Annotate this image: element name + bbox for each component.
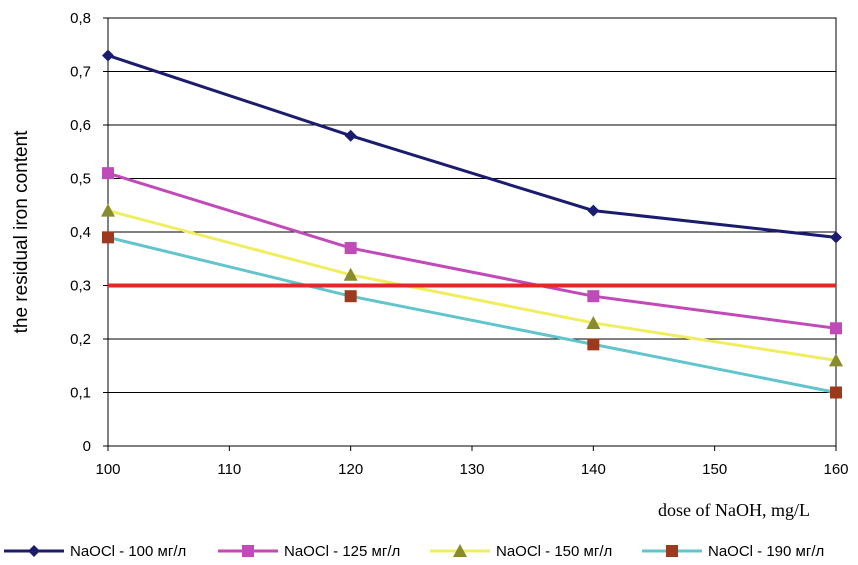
data-point-s1 — [344, 129, 357, 142]
y-axis-ticks: 0 0,1 0,2 0,3 0,4 0,5 0,6 0,7 0,8 — [70, 10, 108, 455]
data-point-s4 — [587, 338, 600, 351]
data-point-s2 — [587, 290, 600, 303]
data-point-s3 — [829, 353, 843, 367]
legend-label-4: NaOCl - 190 мг/л — [708, 543, 824, 560]
x-tick-label: 120 — [338, 461, 363, 478]
data-point-s1 — [102, 49, 114, 62]
x-tick-label: 110 — [217, 461, 241, 478]
legend-label-3: NaOCl - 150 мг/л — [496, 543, 612, 560]
x-tick-label: 160 — [823, 461, 848, 478]
data-point-s1 — [830, 231, 842, 244]
data-point-s4 — [102, 231, 114, 244]
data-point-s2 — [102, 167, 114, 180]
legend-label-1: NaOCl - 100 мг/л — [70, 543, 186, 560]
x-tick-label: 150 — [702, 461, 727, 478]
y-tick-label: 0,3 — [70, 278, 91, 295]
x-tick-label: 130 — [459, 461, 484, 478]
data-point-s2 — [830, 322, 842, 335]
x-tick-label: 140 — [581, 461, 606, 478]
y-tick-label: 0,7 — [70, 64, 91, 81]
legend-marker-2 — [242, 545, 254, 557]
y-tick-label: 0,8 — [70, 10, 91, 27]
series-group — [107, 54, 837, 394]
x-tick-label: 100 — [95, 461, 120, 478]
data-point-s3 — [586, 315, 601, 329]
data-point-s3 — [101, 203, 115, 217]
y-axis-label: the residual iron content — [11, 130, 32, 334]
legend: NaOCl - 100 мг/л NaOCl - 125 мг/л NaOCl - … — [4, 543, 824, 560]
legend-label-2: NaOCl - 125 мг/л — [284, 543, 400, 560]
series-line-3 — [107, 209, 837, 362]
legend-marker-3 — [453, 544, 467, 557]
y-tick-label: 0,4 — [70, 224, 91, 241]
y-tick-label: 0,1 — [70, 385, 91, 402]
legend-marker-4 — [666, 545, 678, 557]
legend-marker-1 — [28, 545, 40, 557]
series-line-4 — [107, 235, 837, 394]
data-point-s2 — [344, 242, 357, 255]
y-tick-label: 0 — [83, 438, 91, 455]
x-axis-ticks: 100 110 120 130 140 150 160 — [95, 446, 849, 478]
data-point-s4 — [344, 290, 357, 303]
series-line-2 — [107, 171, 837, 330]
x-axis-label: dose of NaOH, mg/L — [658, 500, 810, 520]
series-line-1 — [107, 54, 837, 239]
data-point-s1 — [587, 204, 600, 217]
y-tick-label: 0,6 — [70, 117, 91, 134]
data-point-s3 — [343, 267, 358, 281]
y-tick-label: 0,5 — [70, 171, 91, 188]
y-tick-label: 0,2 — [70, 331, 91, 348]
data-point-s4 — [830, 386, 842, 399]
markers-group — [101, 49, 843, 399]
